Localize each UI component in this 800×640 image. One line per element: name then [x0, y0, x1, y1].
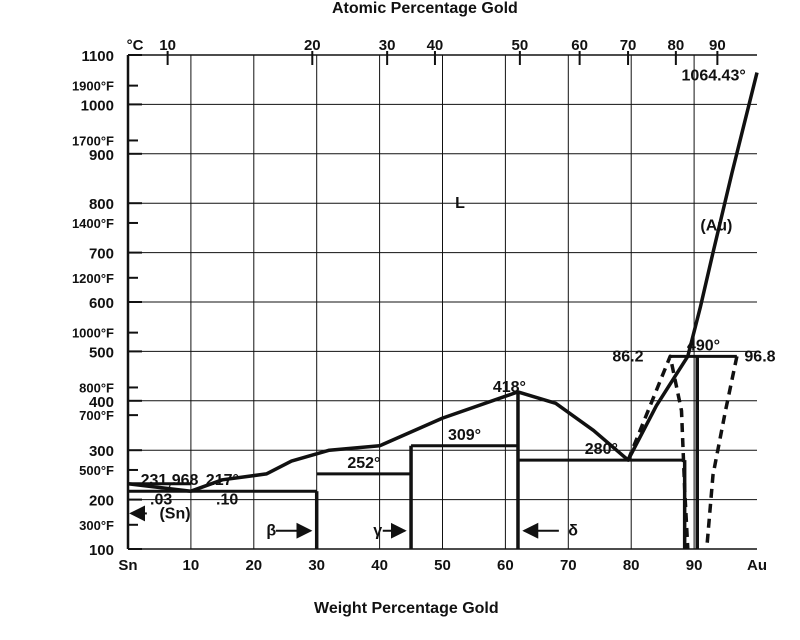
- annotation-sn: (Sn): [159, 505, 190, 522]
- y-tick-label-fahrenheit: 1200°F: [72, 271, 114, 286]
- isotherm-label: 309°: [448, 427, 481, 444]
- y-tick-label-fahrenheit: 1400°F: [72, 216, 114, 231]
- x-tick-label: 50: [434, 557, 451, 574]
- x-tick-label: 20: [245, 557, 262, 574]
- annotation-: β: [266, 523, 276, 540]
- x-tick-label: 10: [183, 557, 200, 574]
- y-tick-label-celsius: 600: [89, 295, 114, 312]
- top-tick-label: 70: [620, 37, 637, 54]
- top-tick-label: 10: [159, 37, 176, 54]
- x-tick-label: 70: [560, 557, 577, 574]
- y-tick-label-celsius: 300: [89, 443, 114, 460]
- x-tick-label: 90: [686, 557, 703, 574]
- annotation-418: 418°: [493, 379, 526, 396]
- annotation-10: .10: [216, 492, 238, 509]
- y-tick-label-celsius: 1100: [81, 48, 114, 65]
- annotation-au: (Au): [700, 217, 732, 234]
- y-tick-label-fahrenheit: 1900°F: [72, 79, 114, 94]
- annotation-l: L: [455, 195, 465, 212]
- top-tick-label: 50: [512, 37, 529, 54]
- x-tick-label: Sn: [118, 557, 137, 574]
- y-tick-label-fahrenheit: 500°F: [79, 463, 114, 478]
- isotherm-label: 252°: [347, 455, 380, 472]
- top-tick-label: 80: [668, 37, 685, 54]
- annotation-968: 96.8: [744, 348, 775, 365]
- y-tick-label-fahrenheit: 1700°F: [72, 133, 114, 148]
- y-tick-label-celsius: 400: [89, 394, 114, 411]
- y-tick-label-celsius: 800: [89, 196, 114, 213]
- annotation-106443: 1064.43°: [682, 68, 746, 85]
- annotation-: γ: [373, 523, 382, 540]
- solvus-curve: [704, 355, 739, 550]
- y-tick-label-fahrenheit: 1000°F: [72, 326, 114, 341]
- x-tick-label: 60: [497, 557, 514, 574]
- top-tick-label: 40: [427, 37, 444, 54]
- liquidus-curve: [127, 72, 759, 493]
- annotation-231968: 231,968: [141, 472, 199, 489]
- isotherm-label: 280°: [585, 441, 618, 458]
- top-axis-title: Atomic Percentage Gold: [332, 0, 518, 17]
- x-tick-label: 80: [623, 557, 640, 574]
- y-tick-label-fahrenheit: 800°F: [79, 380, 114, 395]
- y-tick-label-celsius: 700: [89, 246, 114, 263]
- y-unit-label: °C: [127, 37, 144, 54]
- x-tick-label: Au: [747, 557, 767, 574]
- annotation-: δ: [568, 523, 578, 540]
- top-tick-label: 20: [304, 37, 321, 54]
- x-tick-label: 30: [308, 557, 325, 574]
- y-tick-label-fahrenheit: 300°F: [79, 518, 114, 533]
- solidus-curve: [626, 354, 690, 550]
- y-tick-label-celsius: 1000: [81, 97, 114, 114]
- top-tick-label: 90: [709, 37, 726, 54]
- y-tick-label-celsius: 200: [89, 493, 114, 510]
- annotation-03: .03: [150, 492, 172, 509]
- y-tick-label-fahrenheit: 700°F: [79, 408, 114, 423]
- x-axis-title: Weight Percentage Gold: [314, 600, 499, 617]
- top-tick-label: 30: [379, 37, 396, 54]
- isotherm-label: 217°: [206, 472, 239, 489]
- isotherm-label: 490°: [687, 337, 720, 354]
- annotation-862: 86.2: [612, 348, 643, 365]
- top-tick-label: 60: [571, 37, 588, 54]
- y-tick-label-celsius: 100: [89, 542, 114, 559]
- x-tick-label: 40: [371, 557, 388, 574]
- y-tick-label-celsius: 500: [89, 344, 114, 361]
- y-tick-label-celsius: 900: [89, 147, 114, 164]
